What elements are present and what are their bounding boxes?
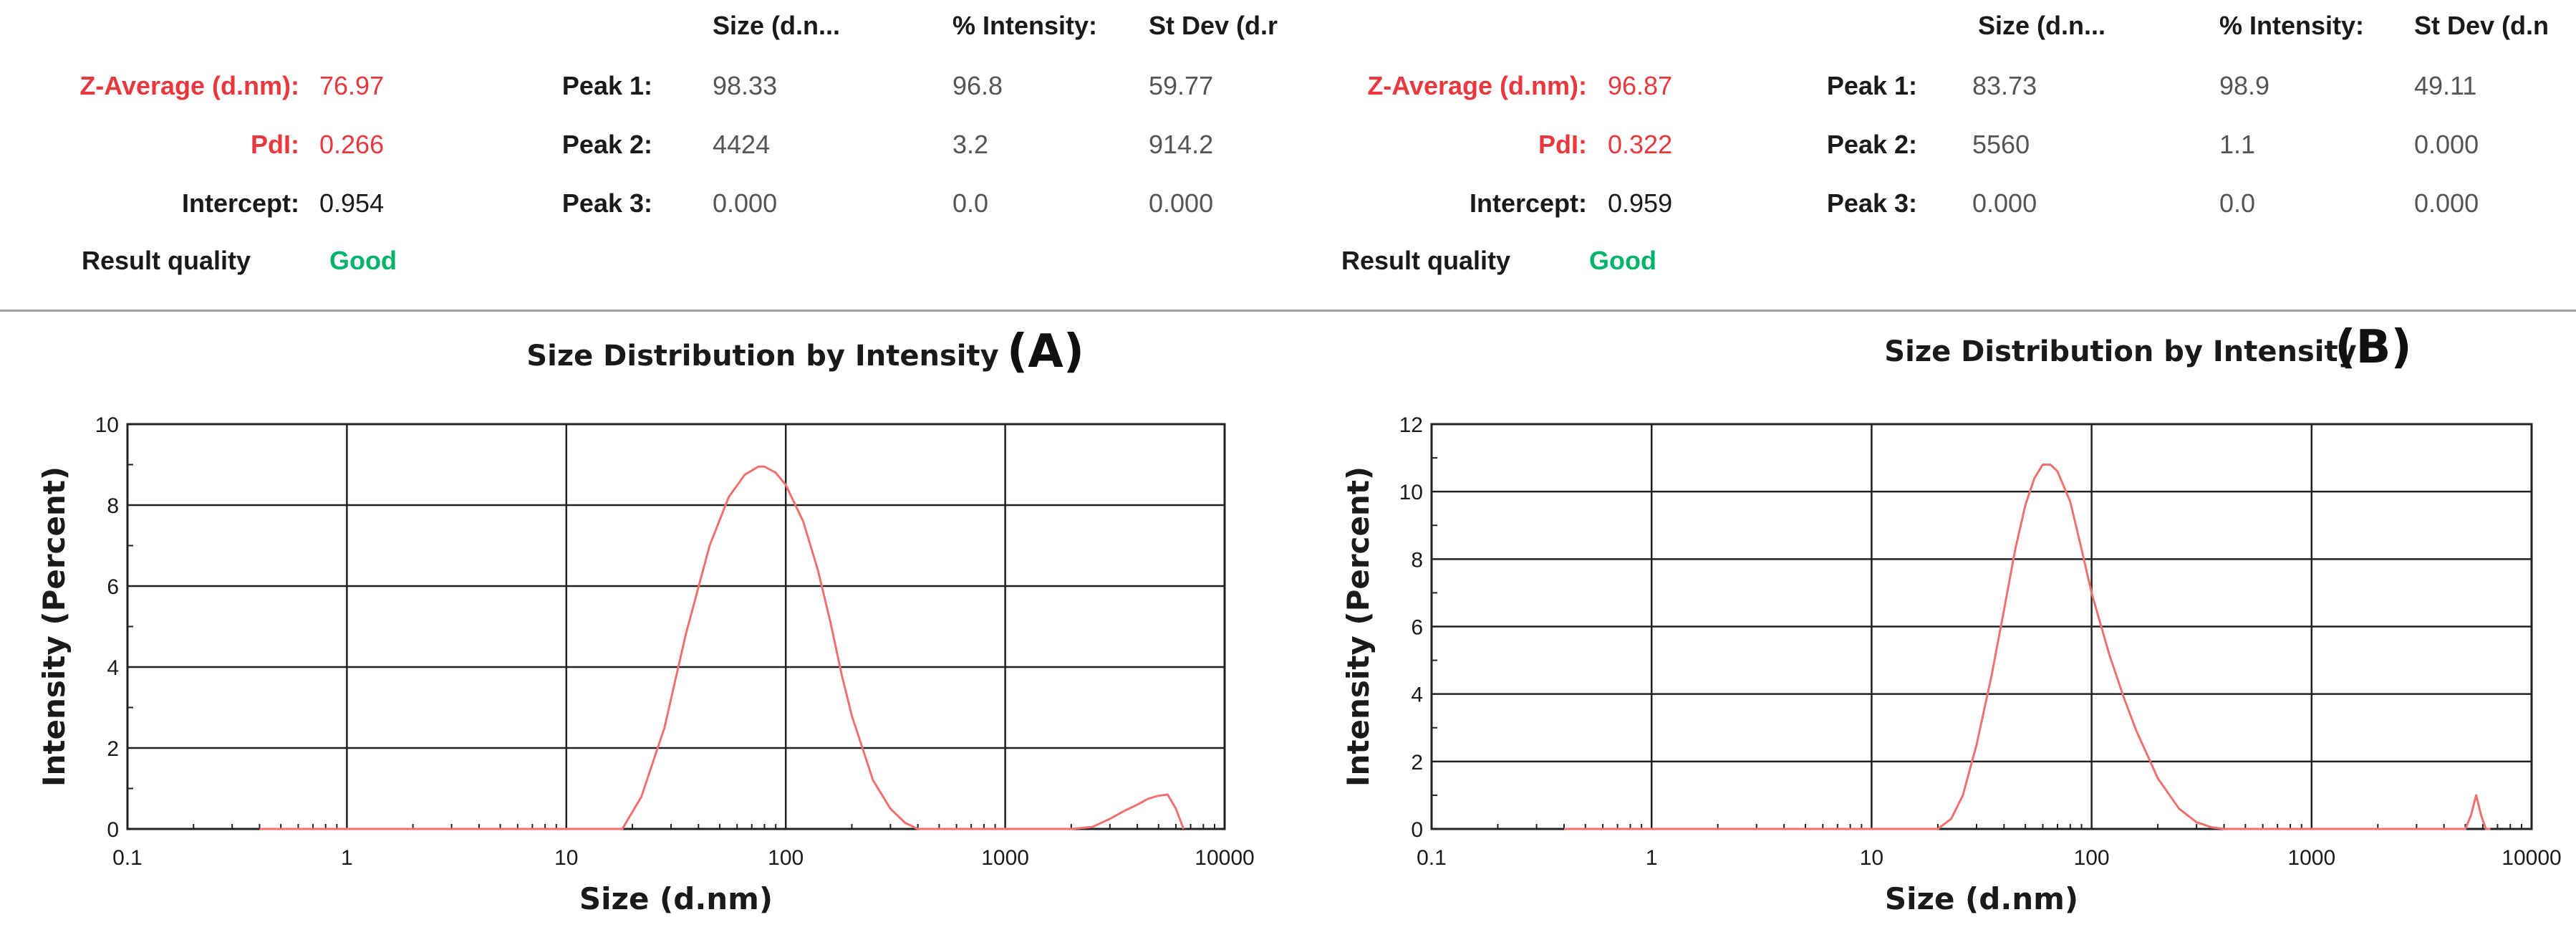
peak1-label: Peak 1: (1826, 71, 1917, 100)
peak1-intensity: 96.8 (952, 71, 1003, 100)
y-tick-label: 8 (1411, 548, 1423, 572)
peak1-size: 83.73 (1972, 71, 2037, 100)
peak3-label: Peak 3: (561, 188, 652, 218)
peak1-intensity: 98.9 (2219, 71, 2270, 100)
peak3-size: 0.000 (713, 188, 778, 218)
peak3-intensity: 0.0 (2219, 188, 2256, 218)
x-tick-label: 10 (554, 846, 578, 870)
header-size: Size (d.n... (713, 11, 841, 40)
y-tick-label: 4 (1411, 684, 1423, 707)
x-tick-label: 10 (1860, 846, 1883, 870)
x-axis-label: Size (d.nm) (1885, 881, 2078, 916)
peak2-size: 4424 (713, 130, 771, 159)
y-tick-label: 10 (1399, 481, 1423, 504)
x-tick-label: 0.1 (112, 846, 143, 870)
peak2-stdev: 914.2 (1149, 130, 1214, 159)
pdi-label: PdI: (1538, 130, 1587, 159)
panel-b: Size (d.n... % Intensity: St Dev (d.n Z-… (1288, 0, 2576, 940)
intensity-curve (1564, 464, 2491, 830)
result-quality-label: Result quality (1341, 246, 1511, 275)
intensity-curve (259, 465, 1185, 830)
peak3-stdev: 0.000 (2414, 188, 2479, 218)
peak3-label: Peak 3: (1826, 188, 1917, 218)
x-tick-label: 10000 (1195, 846, 1254, 870)
y-tick-label: 0 (107, 818, 119, 842)
y-tick-label: 6 (107, 575, 119, 599)
z-average-label: Z-Average (d.nm): (79, 71, 299, 100)
z-average-value: 76.97 (319, 71, 385, 100)
y-axis-label: Intensity (Percent) (1341, 466, 1376, 787)
z-average-label: Z-Average (d.nm): (1367, 71, 1587, 100)
size-distribution-chart-a: Size Distribution by Intensity (A) 0.1 1 10 1… (37, 325, 1255, 916)
y-tick-label: 10 (95, 413, 119, 437)
peak1-size: 98.33 (713, 71, 778, 100)
pdi-label: PdI: (251, 130, 299, 159)
y-axis-label: Intensity (Percent) (37, 466, 72, 787)
x-tick-label: 1 (1646, 846, 1658, 870)
y-tick-label: 2 (107, 737, 119, 761)
header-intensity: % Intensity: (952, 11, 1098, 40)
peak2-label: Peak 2: (1826, 130, 1917, 159)
result-quality-value: Good (329, 246, 397, 275)
chart-title: Size Distribution by Intensity (526, 340, 998, 373)
header-stdev: St Dev (d.r (1149, 11, 1278, 40)
result-quality-value: Good (1589, 246, 1656, 275)
header-size: Size (d.n... (1978, 11, 2106, 40)
x-tick-label: 100 (2074, 846, 2110, 870)
y-tick-label: 6 (1411, 616, 1423, 640)
intercept-value: 0.954 (319, 188, 385, 218)
y-tick-label: 4 (107, 656, 119, 680)
header-stdev: St Dev (d.n (2414, 11, 2550, 40)
header-intensity: % Intensity: (2219, 11, 2365, 40)
peak2-intensity: 3.2 (952, 130, 989, 159)
peak1-stdev: 49.11 (2414, 71, 2477, 100)
y-tick-label: 0 (1411, 818, 1423, 842)
y-tick-label: 8 (107, 494, 119, 518)
x-tick-label: 10000 (2502, 846, 2561, 870)
peak3-size: 0.000 (1972, 188, 2037, 218)
peak2-stdev: 0.000 (2414, 130, 2479, 159)
panel-letter: (A) (1007, 325, 1084, 378)
intercept-label: Intercept: (1469, 188, 1587, 218)
peak3-intensity: 0.0 (952, 188, 989, 218)
x-tick-label: 1000 (981, 846, 1029, 870)
z-average-value: 96.87 (1608, 71, 1673, 100)
peak3-stdev: 0.000 (1149, 188, 1214, 218)
peak2-intensity: 1.1 (2219, 130, 2256, 159)
section-divider (0, 310, 2576, 312)
x-tick-label: 0.1 (1417, 846, 1447, 870)
x-tick-label: 1 (341, 846, 353, 870)
peak2-label: Peak 2: (561, 130, 652, 159)
result-quality-label: Result quality (82, 246, 251, 275)
x-tick-label: 1000 (2287, 846, 2335, 870)
chart-title: Size Distribution by Intensity (1884, 335, 2356, 368)
size-distribution-chart-b: Size Distribution by Intensity(B) 0.1 1 10 1… (1341, 321, 2562, 916)
y-tick-label: 2 (1411, 751, 1423, 774)
panel-letter: (B) (2335, 321, 2411, 374)
intercept-label: Intercept: (181, 188, 299, 218)
intercept-value: 0.959 (1608, 188, 1673, 218)
y-tick-label: 12 (1399, 413, 1423, 437)
plot-frame (126, 423, 1226, 830)
x-axis-label: Size (d.nm) (579, 881, 773, 916)
peak1-label: Peak 1: (561, 71, 652, 100)
pdi-value: 0.266 (319, 130, 385, 159)
peak2-size: 5560 (1972, 130, 2030, 159)
x-tick-label: 100 (768, 846, 804, 870)
panel-a: Size (d.n... % Intensity: St Dev (d.r Z-… (37, 11, 1278, 916)
peak1-stdev: 59.77 (1149, 71, 1214, 100)
pdi-value: 0.322 (1608, 130, 1673, 159)
